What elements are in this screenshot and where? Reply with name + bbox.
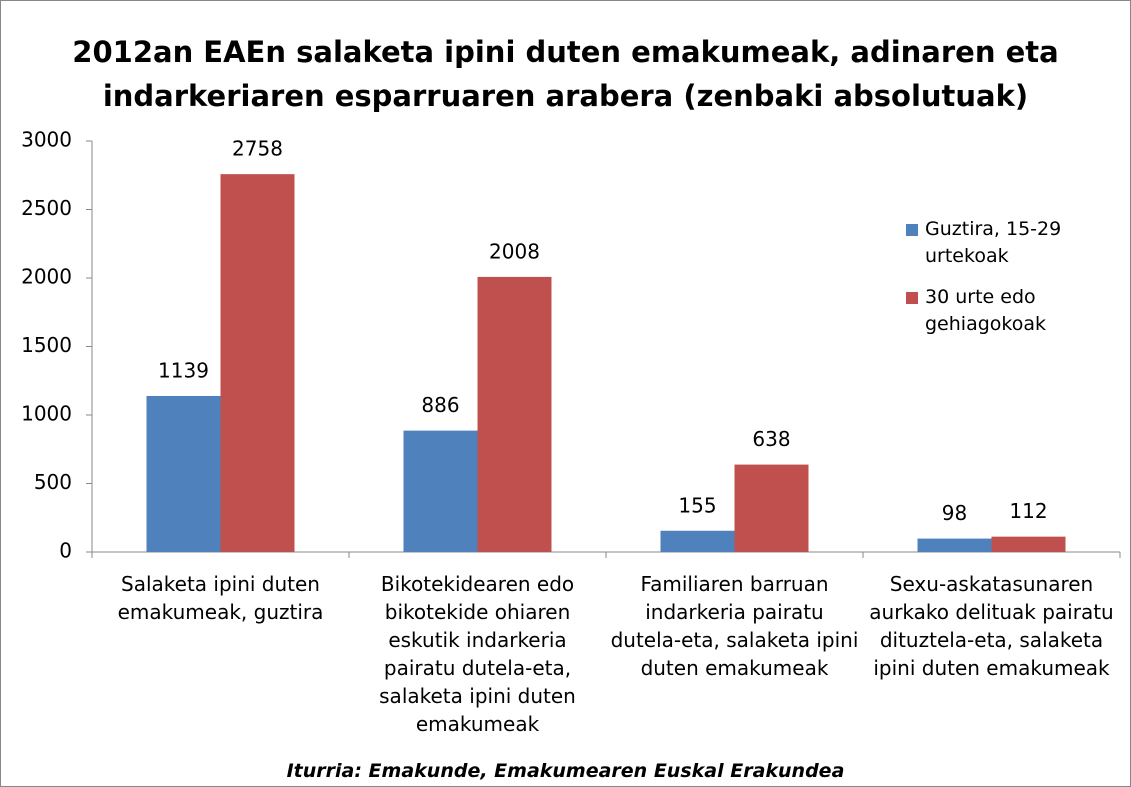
legend-label: Guztira, 15-29 urtekoak	[925, 218, 1062, 267]
y-tick-label: 2500	[21, 196, 72, 220]
x-tick-label: Salaketa ipini duten emakumeak, guztira	[117, 572, 324, 624]
bar	[660, 530, 735, 552]
value-label: 638	[752, 427, 790, 451]
legend-swatch	[906, 224, 918, 236]
value-label: 1139	[158, 358, 209, 382]
y-tick-label: 1000	[21, 402, 72, 426]
value-label: 155	[678, 493, 716, 517]
bar	[734, 464, 809, 552]
source-note: Iturria: Emakunde, Emakumearen Euskal Er…	[286, 760, 845, 782]
bar	[220, 174, 295, 553]
bar	[477, 276, 552, 552]
y-tick-label: 1500	[21, 333, 72, 357]
value-label: 98	[942, 501, 967, 525]
value-label: 2008	[489, 239, 540, 263]
y-tick-label: 500	[34, 470, 72, 494]
bar	[991, 536, 1066, 552]
value-label: 112	[1009, 499, 1047, 523]
y-tick-label: 3000	[21, 128, 72, 152]
value-label: 886	[421, 393, 459, 417]
value-label: 2758	[232, 137, 283, 161]
x-tick-label: Familiaren barruan indarkeria pairatu du…	[610, 572, 859, 680]
bar	[917, 538, 992, 552]
x-tick-label: Bikotekidearen edo bikotekide ohiaren es…	[379, 572, 576, 736]
bar	[146, 395, 221, 552]
y-tick-label: 2000	[21, 265, 72, 289]
legend-label: 30 urte edo gehiagokoak	[925, 286, 1046, 335]
y-tick-label: 0	[59, 539, 72, 563]
legend-swatch	[906, 292, 918, 304]
chart-title: 2012an EAEn salaketa ipini duten emakume…	[72, 35, 1059, 113]
x-tick-label: Sexu-askatasunaren aurkako delituak pair…	[869, 572, 1114, 680]
bar	[403, 430, 478, 552]
